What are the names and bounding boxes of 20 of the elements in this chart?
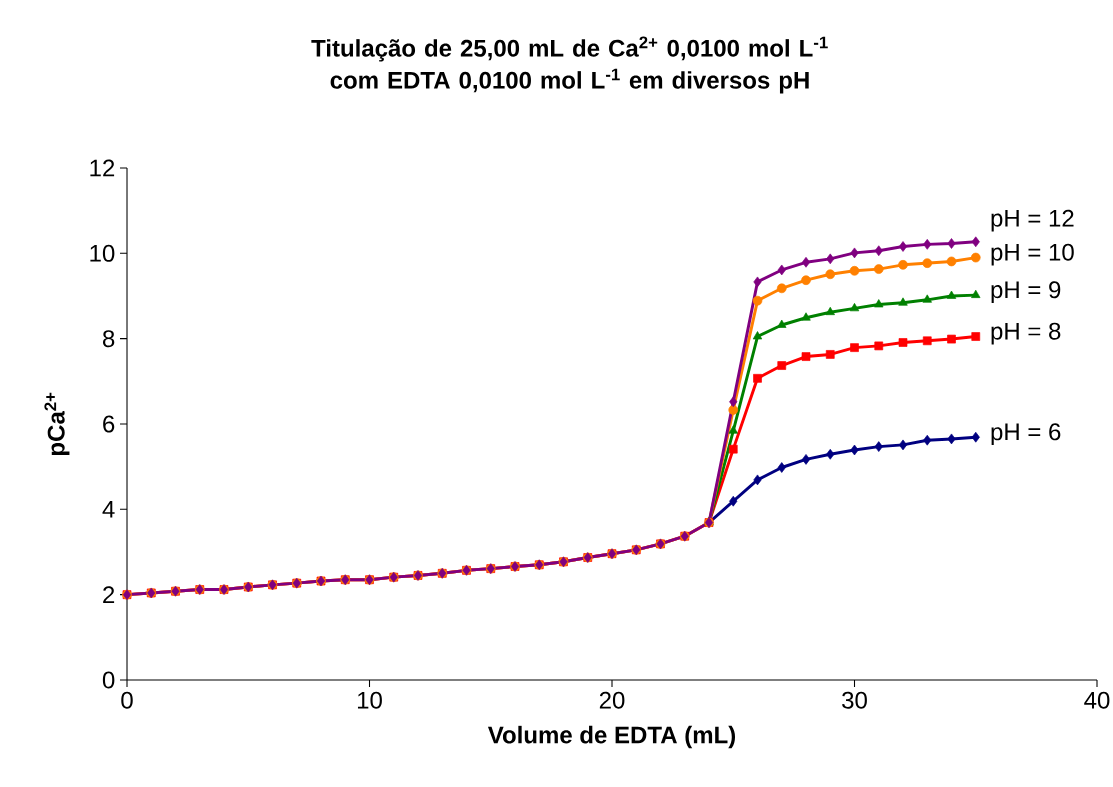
series-label: pH = 10 [991,243,1074,266]
y-tick-label: 8 [102,330,115,348]
series-label: pH = 9 [991,281,1061,303]
series-label: pH = 6 [991,423,1061,446]
y-tick-label: 6 [103,415,115,433]
y-axis-title: pCa$^{2+}$ [44,392,70,455]
x-tick-label: 10 [357,691,382,709]
x-tick-label: 20 [599,691,625,709]
x-tick-label: 30 [842,691,867,709]
y-tick-label: 4 [102,501,115,518]
x-axis-title: Volume de EDTA (mL) [487,725,736,749]
chart-title: Titulação de 25,00 mL de Ca$^{2+}$ 0,0100 mol L$^{-1}$ com EDTA 0,0100 mol L$^{-1}$ em diversos pH [311,36,828,94]
y-tick-label: 0 [102,671,115,689]
series-label: pH = 8 [991,322,1061,345]
y-tick-label: 10 [90,244,115,262]
series-label: pH = 12 [991,209,1074,232]
x-tick-label: 0 [121,691,133,709]
y-tick-label: 2 [103,586,115,604]
x-tick-label: 40 [1084,691,1110,709]
y-tick-label: 12 [90,159,115,177]
